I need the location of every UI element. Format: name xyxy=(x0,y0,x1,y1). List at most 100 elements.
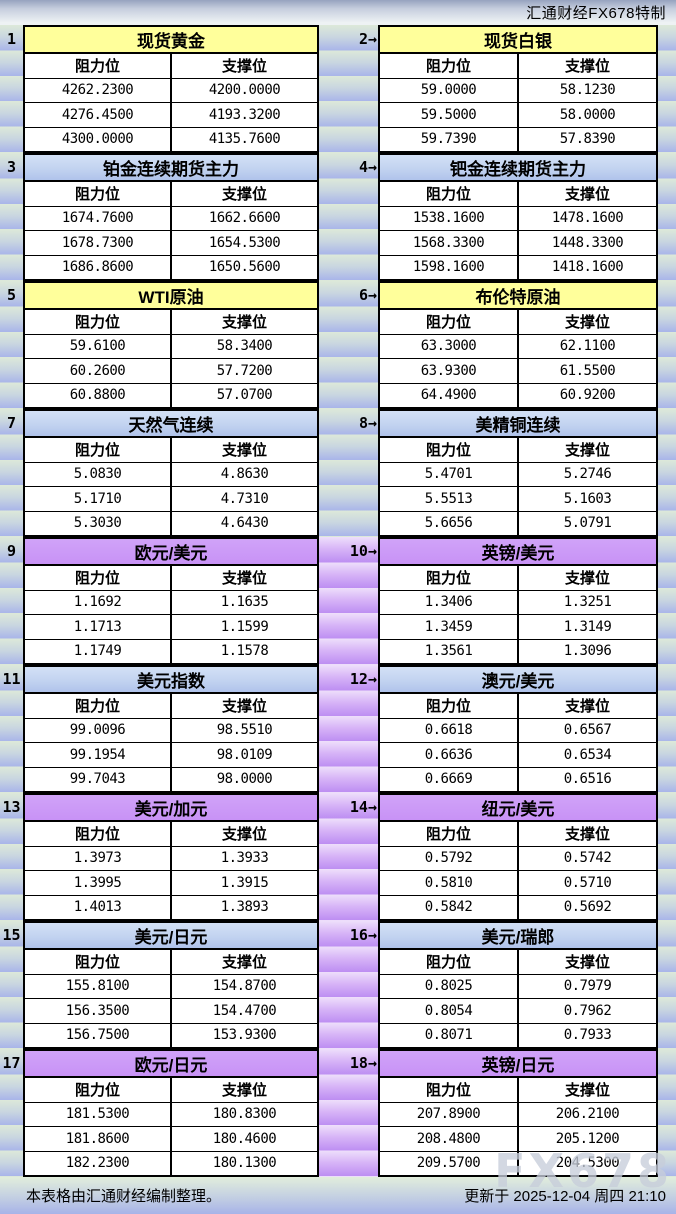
table-pair-row: 1 现货黄金 阻力位 支撑位 4262.2300 4200.0000 4276.… xyxy=(0,25,676,153)
pair-divider: 10→ xyxy=(319,537,378,665)
resistance-header: 阻力位 xyxy=(380,438,519,462)
support-value: 1.3933 xyxy=(220,850,269,867)
support-value: 0.6534 xyxy=(563,746,612,763)
pair-divider: 16→ xyxy=(319,921,378,1049)
resistance-value: 5.4701 xyxy=(380,462,519,486)
support-value: 57.8390 xyxy=(559,131,616,148)
pair-divider-label: 2→ xyxy=(358,29,377,48)
instrument-title: 美元指数 xyxy=(25,667,317,694)
table-row: 156.7500 153.9300 xyxy=(25,1023,317,1047)
resistance-header: 阻力位 xyxy=(380,822,519,846)
left-index-label: 17 xyxy=(2,1053,21,1072)
resistance-header: 阻力位 xyxy=(25,694,172,718)
support-value: 205.1200 xyxy=(555,1130,620,1147)
table-row: 1568.3300 1448.3300 xyxy=(380,231,656,256)
tables-area: 1 现货黄金 阻力位 支撑位 4262.2300 4200.0000 4276.… xyxy=(0,25,676,1177)
support-header: 支撑位 xyxy=(564,58,610,76)
support-value: 153.9300 xyxy=(212,1027,277,1044)
instrument-table: 现货黄金 阻力位 支撑位 4262.2300 4200.0000 4276.45… xyxy=(23,25,319,153)
support-value: 1.1599 xyxy=(220,618,269,635)
resistance-value: 4276.4500 xyxy=(25,103,172,127)
right-edge-column xyxy=(658,921,676,1049)
support-value: 0.6567 xyxy=(563,722,612,739)
table-row: 1598.1600 1418.1600 xyxy=(380,255,656,279)
table-row: 0.6636 0.6534 xyxy=(380,743,656,768)
left-index-column: 11 xyxy=(0,665,23,793)
instrument-table: 铂金连续期货主力 阻力位 支撑位 1674.7600 1662.6600 167… xyxy=(23,153,319,281)
table-row: 5.0830 4.8630 xyxy=(25,462,317,487)
support-value: 1654.5300 xyxy=(208,234,281,251)
table-header-row: 阻力位 支撑位 xyxy=(25,182,317,207)
support-header: 支撑位 xyxy=(564,954,610,972)
resistance-value: 99.7043 xyxy=(25,767,172,791)
support-header: 支撑位 xyxy=(221,186,267,204)
right-edge-column xyxy=(658,1049,676,1177)
pair-divider: 12→ xyxy=(319,665,378,793)
instrument-table: 美元/瑞郎 阻力位 支撑位 0.8025 0.7979 0.8054 0.796… xyxy=(378,921,658,1049)
pair-divider: 8→ xyxy=(319,409,378,537)
resistance-value: 4300.0000 xyxy=(25,127,172,151)
left-index-label: 3 xyxy=(6,157,17,176)
support-header: 支撑位 xyxy=(564,698,610,716)
instrument-table: 纽元/美元 阻力位 支撑位 0.5792 0.5742 0.5810 0.571… xyxy=(378,793,658,921)
table-row: 1.1749 1.1578 xyxy=(25,639,317,663)
resistance-header: 阻力位 xyxy=(25,310,172,334)
instrument-title: 铂金连续期货主力 xyxy=(25,155,317,182)
left-index-column: 9 xyxy=(0,537,23,665)
instrument-table: 美元/日元 阻力位 支撑位 155.8100 154.8700 156.3500… xyxy=(23,921,319,1049)
support-value: 180.1300 xyxy=(212,1155,277,1172)
instrument-table: 英镑/美元 阻力位 支撑位 1.3406 1.3251 1.3459 1.314… xyxy=(378,537,658,665)
table-header-row: 阻力位 支撑位 xyxy=(25,438,317,463)
support-value: 1.3149 xyxy=(563,618,612,635)
table-row: 156.3500 154.4700 xyxy=(25,999,317,1024)
resistance-value: 0.5842 xyxy=(380,895,519,919)
support-value: 1418.1600 xyxy=(551,259,624,276)
resistance-header: 阻力位 xyxy=(380,54,519,78)
resistance-header: 阻力位 xyxy=(25,1078,172,1102)
support-value: 0.7979 xyxy=(563,978,612,995)
support-value: 61.5500 xyxy=(559,362,616,379)
resistance-value: 1.3459 xyxy=(380,615,519,639)
resistance-value: 0.8054 xyxy=(380,999,519,1023)
support-value: 1662.6600 xyxy=(208,210,281,227)
resistance-header: 阻力位 xyxy=(380,1078,519,1102)
table-row: 1538.1600 1478.1600 xyxy=(380,206,656,231)
table-row: 207.8900 206.2100 xyxy=(380,1102,656,1127)
pair-divider-label: 12→ xyxy=(349,669,377,688)
instrument-title: 现货白银 xyxy=(380,27,656,54)
resistance-value: 4262.2300 xyxy=(25,78,172,102)
instrument-title: 纽元/美元 xyxy=(380,795,656,822)
table-row: 63.3000 62.1100 xyxy=(380,334,656,359)
resistance-value: 64.4900 xyxy=(380,383,519,407)
table-row: 4300.0000 4135.7600 xyxy=(25,127,317,151)
resistance-value: 1686.8600 xyxy=(25,255,172,279)
table-row: 1.3406 1.3251 xyxy=(380,590,656,615)
table-row: 63.9300 61.5500 xyxy=(380,359,656,384)
pair-divider-label: 4→ xyxy=(358,157,377,176)
resistance-header: 阻力位 xyxy=(25,182,172,206)
table-header-row: 阻力位 支撑位 xyxy=(25,310,317,335)
resistance-value: 60.2600 xyxy=(25,359,172,383)
resistance-value: 0.6618 xyxy=(380,718,519,742)
resistance-value: 1678.7300 xyxy=(25,231,172,255)
table-pair-row: 17 欧元/日元 阻力位 支撑位 181.5300 180.8300 181.8… xyxy=(0,1049,676,1177)
left-index-column: 17 xyxy=(0,1049,23,1177)
table-row: 208.4800 205.1200 xyxy=(380,1127,656,1152)
support-value: 4200.0000 xyxy=(208,82,281,99)
instrument-title: 欧元/日元 xyxy=(25,1051,317,1078)
instrument-table: 美元指数 阻力位 支撑位 99.0096 98.5510 99.1954 98.… xyxy=(23,665,319,793)
table-header-row: 阻力位 支撑位 xyxy=(25,54,317,79)
table-row: 64.4900 60.9200 xyxy=(380,383,656,407)
instrument-table: 欧元/美元 阻力位 支撑位 1.1692 1.1635 1.1713 1.159… xyxy=(23,537,319,665)
resistance-header: 阻力位 xyxy=(25,822,172,846)
support-header: 支撑位 xyxy=(564,826,610,844)
support-value: 4.8630 xyxy=(220,466,269,483)
resistance-value: 1.1692 xyxy=(25,590,172,614)
support-value: 1.3915 xyxy=(220,874,269,891)
table-row: 5.5513 5.1603 xyxy=(380,487,656,512)
table-row: 1678.7300 1654.5300 xyxy=(25,231,317,256)
instrument-table: 钯金连续期货主力 阻力位 支撑位 1538.1600 1478.1600 156… xyxy=(378,153,658,281)
resistance-value: 99.0096 xyxy=(25,718,172,742)
support-value: 1448.3300 xyxy=(551,234,624,251)
left-index-label: 11 xyxy=(2,669,21,688)
